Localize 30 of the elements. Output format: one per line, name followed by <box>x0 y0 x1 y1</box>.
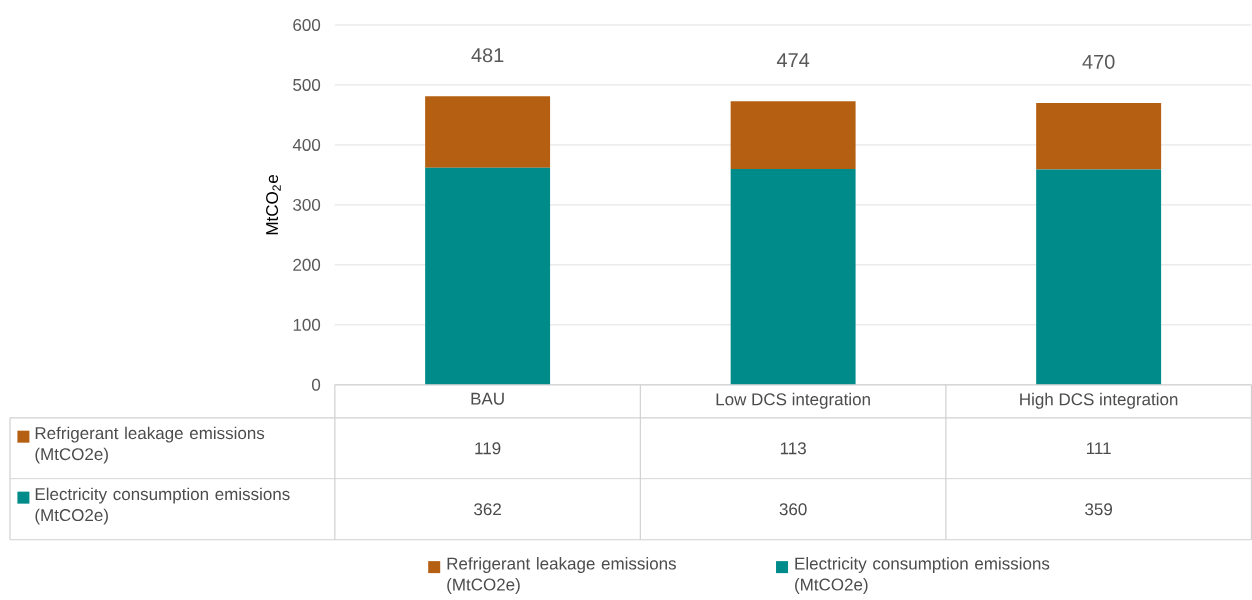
x-tick-label: Low DCS integration <box>716 393 870 409</box>
data-label: 113 <box>780 442 806 455</box>
y-tick-label: 400 <box>292 139 321 152</box>
y-tick-label: 500 <box>293 79 321 92</box>
y-tick-label: 600 <box>293 19 321 32</box>
text: Electricity consumption emissions (MtCO2e) <box>795 557 1050 595</box>
bar <box>425 167 551 385</box>
x-tick-label: High DCS integration <box>1020 393 1178 409</box>
data-label: 360 <box>779 503 807 516</box>
total-label: 474 <box>776 53 810 68</box>
data-label: 111 <box>1087 442 1111 455</box>
bar <box>1036 103 1162 170</box>
bar <box>425 96 551 168</box>
bar <box>730 169 856 385</box>
bar <box>730 101 856 170</box>
y-tick-label: 100 <box>293 318 321 331</box>
x-tick-label: BAU <box>471 393 504 405</box>
y-axis-title: MtCO$_{2}$e <box>266 175 281 235</box>
y-tick-label: 0 <box>312 378 321 391</box>
data-label: 362 <box>474 503 501 516</box>
data-label: 119 <box>475 442 501 455</box>
legend-label: Refrigerant leakage emissions (MtCO2e) <box>35 426 265 464</box>
y-tick-label: 300 <box>293 199 321 212</box>
data-label: 359 <box>1085 503 1113 516</box>
legend-label: Electricity consumption emissions (MtCO2e) <box>35 487 290 525</box>
total-label: 470 <box>1082 54 1115 70</box>
bar <box>1036 169 1162 385</box>
text: Refrigerant leakage emissions (MtCO2e) <box>447 557 676 595</box>
y-tick-label: 200 <box>293 259 321 272</box>
total-label: 481 <box>471 48 504 63</box>
